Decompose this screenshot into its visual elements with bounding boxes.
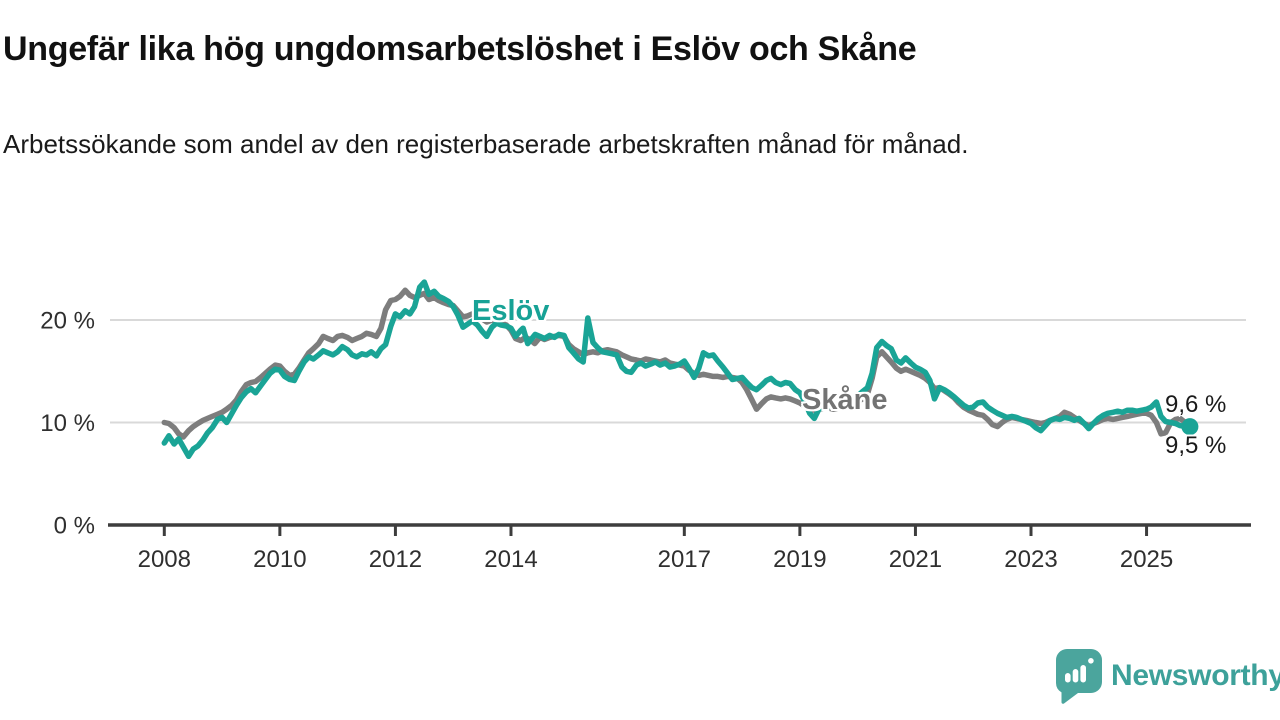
x-tick-label: 2021 bbox=[889, 546, 942, 573]
x-tick-label: 2008 bbox=[138, 546, 191, 573]
series-label-skane: Skåne bbox=[802, 384, 888, 416]
chart-title: Ungefär lika hög ungdomsarbetslöshet i E… bbox=[3, 30, 917, 68]
x-tick-label: 2014 bbox=[484, 546, 537, 573]
series-line-eslv bbox=[161, 279, 1193, 460]
series-end-dot-eslv bbox=[1181, 418, 1199, 436]
x-tick-label: 2012 bbox=[369, 546, 422, 573]
y-tick-label: 20 % bbox=[40, 308, 95, 335]
y-tick-label: 0 % bbox=[54, 513, 95, 540]
series-label-eslov: Eslöv bbox=[472, 295, 550, 327]
x-tick-label: 2019 bbox=[773, 546, 826, 573]
chart-subtitle: Arbetssökande som andel av den registerb… bbox=[3, 129, 969, 159]
x-tick-label: 2025 bbox=[1120, 546, 1173, 573]
x-tick-label: 2017 bbox=[658, 546, 711, 573]
end-value-label-skane: 9,5 % bbox=[1165, 432, 1227, 459]
y-tick-label: 10 % bbox=[40, 410, 95, 437]
newsworthy-logo: Newsworthy bbox=[1054, 646, 1280, 706]
newsworthy-logo-icon bbox=[1056, 649, 1102, 704]
end-value-label-eslov: 9,6 % bbox=[1165, 391, 1227, 418]
newsworthy-logo-text: Newsworthy bbox=[1111, 659, 1280, 692]
x-tick-label: 2010 bbox=[253, 546, 306, 573]
x-tick-label: 2023 bbox=[1004, 546, 1057, 573]
